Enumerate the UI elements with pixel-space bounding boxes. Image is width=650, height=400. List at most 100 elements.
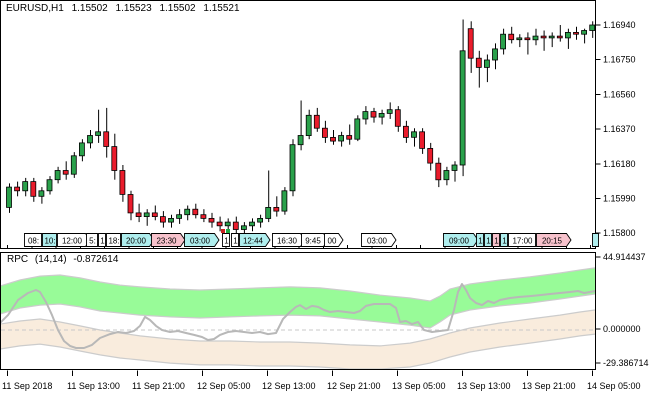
time-flag-label: 10: — [44, 236, 55, 245]
candle-body — [6, 186, 12, 208]
time-flag-label: 1 — [502, 236, 507, 245]
time-flag-label: 12:00 — [62, 236, 83, 245]
candle-body — [249, 221, 255, 227]
indicator-params: (14,14) — [34, 254, 67, 265]
candle-body — [378, 113, 385, 118]
indicator-pane-border — [0, 252, 596, 370]
candle-body — [321, 127, 328, 138]
time-flag[interactable] — [500, 233, 508, 247]
candle-body — [500, 33, 507, 50]
time-flag[interactable] — [231, 233, 239, 247]
candle-body — [200, 214, 207, 219]
time-flag-label: 08: — [28, 236, 39, 245]
candle-body — [46, 179, 53, 192]
candle-body — [14, 186, 21, 192]
time-flag[interactable] — [536, 233, 572, 247]
time-flag-label: 20:00 — [126, 236, 147, 245]
time-axis[interactable]: 11 Sep 2018 11 Sep 13:00 11 Sep 21:00 12 Se… — [2, 245, 641, 391]
time-flag[interactable] — [361, 233, 397, 247]
candle-body — [492, 48, 498, 61]
time-flag[interactable] — [86, 233, 98, 247]
time-flag[interactable] — [592, 233, 599, 247]
symbol-ohlc-header: EURUSD,H1 1.15502 1.15523 1.15502 1.1552… — [6, 3, 245, 14]
time-flag-label: 1 — [224, 236, 229, 245]
candle-body — [362, 111, 369, 120]
candle-body — [168, 217, 174, 223]
low-value: 1.15502 — [159, 3, 196, 14]
time-flag-label: 18: — [108, 236, 119, 245]
candle-body — [224, 221, 231, 227]
indicator-axis-label: 44.914437 — [603, 252, 646, 262]
close-value: 1.15521 — [203, 3, 240, 14]
time-flag[interactable] — [98, 233, 106, 247]
candle-body — [208, 217, 215, 223]
time-flag-label: 20:15 — [542, 236, 563, 245]
time-flag[interactable] — [492, 233, 500, 247]
time-flag-label: 1 — [478, 236, 483, 245]
time-axis-label: 13 Sep 13:00 — [457, 381, 511, 391]
time-flag[interactable] — [239, 233, 271, 247]
time-axis-label: 13 Sep 21:00 — [522, 381, 576, 391]
candle-body — [305, 114, 312, 137]
price-axis-label: 1.15990 — [603, 194, 636, 204]
candle-body — [419, 131, 426, 149]
candle-body — [22, 181, 29, 192]
candle-body — [265, 206, 272, 219]
time-flag[interactable] — [476, 233, 484, 247]
indicator-name: RPC — [7, 254, 29, 265]
time-axis-label: 12 Sep 05:00 — [197, 381, 251, 391]
candle-body — [346, 135, 353, 140]
time-flag[interactable] — [508, 233, 536, 247]
time-axis-label: 11 Sep 21:00 — [132, 381, 185, 391]
candle-body — [435, 162, 442, 181]
time-flag[interactable] — [42, 233, 57, 247]
rpc-main-line — [1, 283, 595, 349]
candle-body — [289, 144, 296, 192]
time-flag-label: 03:00 — [190, 236, 211, 245]
beige-band — [1, 310, 595, 369]
candle-body — [330, 136, 336, 142]
time-flag[interactable] — [222, 233, 230, 247]
time-flag[interactable] — [151, 233, 186, 247]
candle-body — [475, 57, 482, 68]
time-flag[interactable] — [24, 233, 42, 247]
candle-body — [62, 170, 69, 175]
time-flag[interactable] — [106, 233, 121, 247]
candle-body — [443, 170, 450, 181]
candle-body — [127, 194, 134, 214]
candle-body — [483, 59, 490, 68]
indicator-axis-label: 0.000000 — [603, 324, 641, 334]
candle-body — [427, 147, 434, 164]
candle-body — [411, 131, 417, 138]
indicator-pane[interactable] — [0, 267, 595, 369]
beige-band-lower-edge — [1, 333, 595, 369]
candle-body — [143, 212, 150, 217]
indicator-axis[interactable]: 44.914437 0.000000 -29.386714 — [595, 252, 649, 368]
price-axis-label: 1.16750 — [603, 55, 636, 65]
candlestick-pane[interactable] — [6, 19, 595, 236]
time-flag[interactable] — [184, 233, 220, 247]
time-flag[interactable] — [484, 233, 492, 247]
time-flag-label: 1 — [233, 236, 238, 245]
candle-body — [30, 181, 37, 197]
time-flag-label: 00 — [328, 236, 337, 245]
price-axis[interactable]: 1.16940 1.16750 1.16560 1.16370 1.16180 1.159… — [595, 20, 636, 238]
object-marker[interactable] — [221, 229, 225, 233]
time-flag[interactable] — [324, 233, 344, 247]
time-axis-label: 11 Sep 13:00 — [67, 381, 120, 391]
candle-body — [281, 190, 288, 212]
candle-body — [273, 206, 280, 212]
candle-body — [103, 131, 110, 147]
time-flag[interactable] — [443, 233, 479, 247]
candle-body — [451, 164, 458, 171]
object-marker[interactable] — [226, 229, 230, 233]
candle-body — [70, 155, 77, 175]
candle-body — [589, 24, 595, 31]
time-axis-label: 11 Sep 2018 — [2, 381, 52, 391]
candle-body — [532, 35, 539, 41]
candle-body — [257, 217, 264, 223]
time-flag-label: 12:44 — [243, 236, 264, 245]
candle-body — [467, 28, 474, 59]
candle-body — [111, 146, 118, 171]
